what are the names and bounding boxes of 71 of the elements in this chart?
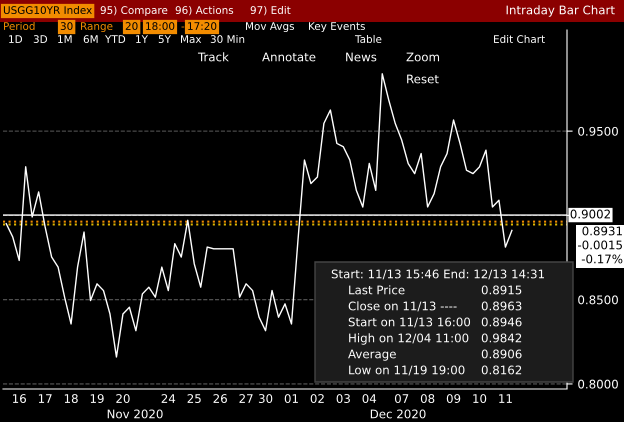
text: 95) Compare: [100, 6, 168, 16]
x-tick-label: 19: [90, 394, 104, 403]
text: Nov 2020: [108, 409, 163, 418]
annotation: 6M: [84, 35, 98, 44]
annotation: Max: [181, 35, 202, 44]
x-tick-label: 24: [162, 394, 176, 403]
x-tick-label: 16: [12, 394, 26, 403]
text: -: [182, 26, 184, 28]
annotation: Last Price: [349, 285, 405, 294]
annotation: 30 Min: [210, 34, 244, 44]
text: Dec 2020: [370, 409, 426, 418]
annotation: 20: [126, 22, 138, 30]
annotation: 17:20: [188, 22, 216, 30]
x-tick-label: 27: [239, 394, 253, 403]
annotation: 5Y: [158, 35, 172, 44]
text: -0.0015: [578, 240, 622, 250]
x-tick-label: 18: [64, 394, 78, 403]
y-tick-label: 0.9500: [578, 126, 618, 136]
annotation: 1D: [9, 35, 22, 43]
annotation: Start on 11/13 16:00: [348, 317, 470, 328]
annotation: Average: [348, 350, 396, 361]
text: -0.17%: [582, 254, 622, 264]
annotation: 0.8946: [482, 317, 522, 326]
x-tick-label: 01: [284, 394, 298, 403]
annotation: High on 12/04 11:00: [349, 333, 468, 345]
annotation: Annotate: [262, 52, 316, 62]
annotation: 30: [60, 22, 73, 30]
annotation: 1Y: [136, 35, 148, 43]
annotation: Mov Avgs: [246, 22, 294, 32]
annotation: 0.8963: [482, 301, 522, 310]
chart-title: Intraday Bar Chart: [506, 5, 615, 17]
annotation: Period: [4, 22, 35, 30]
annotation: 0.8906: [482, 349, 522, 358]
x-tick-label: 10: [473, 394, 486, 403]
annotation: Low on 11/19 19:00: [349, 365, 464, 376]
y-tick-label: 0.8500: [578, 295, 618, 304]
annotation: 3D: [34, 35, 48, 44]
x-tick-label: 08: [420, 394, 434, 403]
annotation: Range: [81, 22, 112, 32]
annotation: Zoom: [406, 52, 440, 62]
annotation: 0.8915: [482, 285, 522, 294]
annotation: 1M: [58, 35, 72, 43]
annotation: Close on 11/13 ----: [348, 301, 457, 312]
x-tick-label: 09: [446, 394, 460, 403]
annotation: Reset: [407, 74, 439, 84]
annotation: Key Events: [309, 22, 365, 32]
annotation: 0.9842: [482, 333, 522, 342]
x-tick-label: 11: [499, 394, 512, 403]
annotation: Track: [198, 52, 229, 62]
text: USGG10YR Index: [4, 6, 92, 14]
text: 0.8931: [582, 226, 622, 236]
text: 97) Edit: [250, 6, 291, 16]
x-tick-label: 04: [362, 394, 376, 403]
annotation: News: [346, 52, 376, 62]
x-tick-label: 03: [336, 394, 350, 403]
annotation: YTD: [104, 35, 126, 43]
x-tick-label: 20: [116, 394, 130, 403]
x-tick-label: 17: [38, 394, 52, 403]
annotation: 0.8162: [482, 365, 522, 374]
annotation: Edit Chart: [494, 34, 545, 44]
y-tick-label: 0.8000: [578, 380, 618, 389]
x-tick-label: 25: [188, 394, 201, 403]
x-tick-label: 26: [214, 394, 227, 403]
text: 96) Actions: [176, 6, 234, 16]
x-tick-label: 02: [310, 394, 324, 403]
annotation: Start: 11/13 15:46 End: 12/13 14:31: [332, 269, 544, 280]
annotation: 18:00: [146, 22, 174, 30]
x-tick-label: 30: [258, 394, 272, 403]
ref-line-label: 0.9002: [570, 210, 610, 218]
x-tick-label: 07: [394, 394, 408, 403]
annotation: Table: [354, 34, 382, 44]
